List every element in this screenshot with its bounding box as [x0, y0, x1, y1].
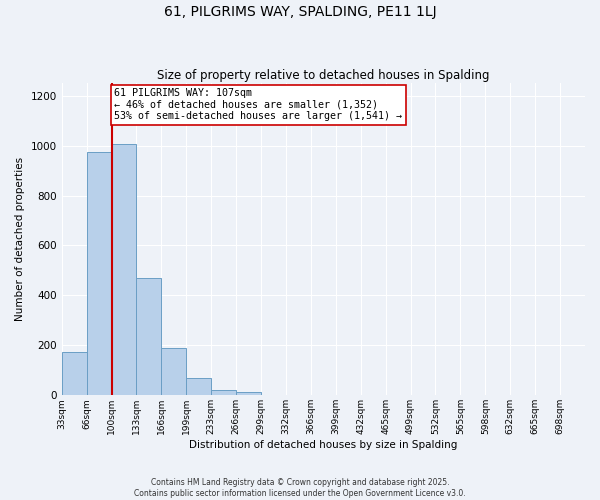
Text: Contains HM Land Registry data © Crown copyright and database right 2025.
Contai: Contains HM Land Registry data © Crown c…	[134, 478, 466, 498]
Title: Size of property relative to detached houses in Spalding: Size of property relative to detached ho…	[157, 69, 490, 82]
Bar	[236, 392, 261, 396]
Y-axis label: Number of detached properties: Number of detached properties	[15, 157, 25, 322]
Bar	[186, 378, 211, 396]
Bar	[86, 152, 112, 396]
Text: 61 PILGRIMS WAY: 107sqm
← 46% of detached houses are smaller (1,352)
53% of semi: 61 PILGRIMS WAY: 107sqm ← 46% of detache…	[114, 88, 402, 122]
Bar	[136, 278, 161, 396]
Bar	[62, 352, 86, 396]
Bar	[112, 144, 136, 396]
Bar	[161, 348, 186, 396]
X-axis label: Distribution of detached houses by size in Spalding: Distribution of detached houses by size …	[189, 440, 458, 450]
Bar	[211, 390, 236, 396]
Text: 61, PILGRIMS WAY, SPALDING, PE11 1LJ: 61, PILGRIMS WAY, SPALDING, PE11 1LJ	[164, 5, 436, 19]
